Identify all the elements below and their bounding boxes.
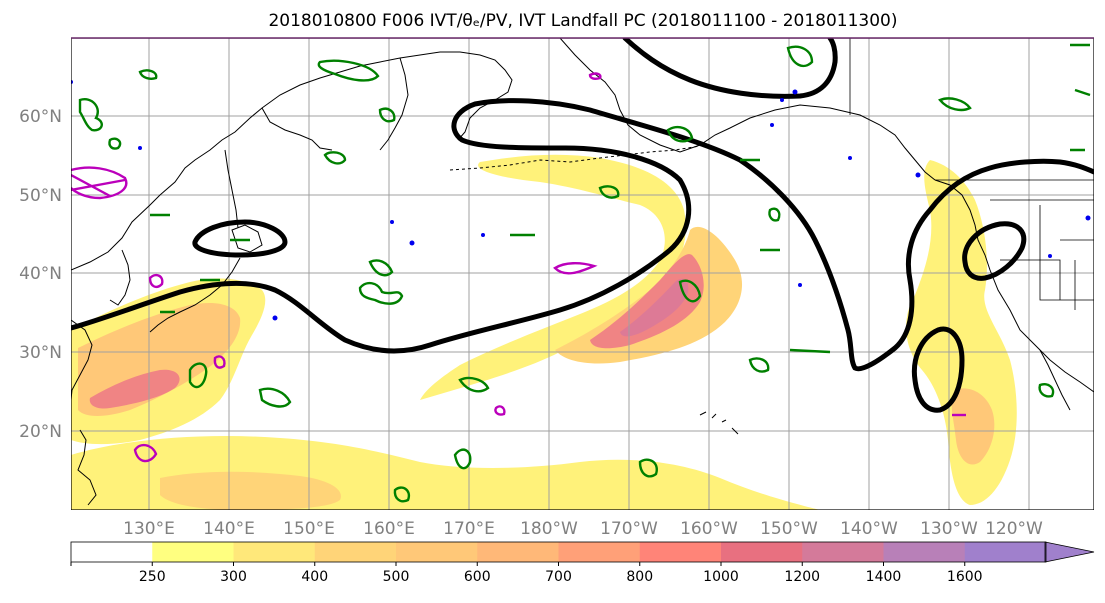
borders: [849, 38, 1094, 310]
ivt-region-coast-core: [951, 388, 995, 465]
colorbar-tick-label: 800: [626, 569, 653, 585]
ivt-region-ar-core: [590, 254, 704, 349]
colorbar-segment: [233, 542, 316, 562]
colorbar-tick-label: 700: [545, 569, 572, 585]
colorbar-segment: [477, 542, 559, 562]
ivt-region-japan-max: [89, 369, 180, 409]
colorbar-segment: [396, 542, 478, 562]
coast-asia: [71, 51, 513, 271]
colorbar-tick-label: 600: [464, 569, 491, 585]
lat-label-20: 20°N: [19, 422, 62, 442]
lat-label-40: 40°N: [19, 264, 62, 284]
ivt-region-south-core: [160, 471, 341, 510]
colorbar-segment: [964, 542, 1047, 562]
coast-hawaii: [699, 411, 739, 435]
lat-label-60: 60°N: [19, 107, 62, 127]
coast-korea: [109, 249, 131, 306]
colorbar-ticks: 250 300 400 500 600 700 800 1000 1200 1400 1600: [70, 562, 983, 585]
lat-label-30: 30°N: [19, 343, 62, 363]
coast-alaska: [559, 38, 936, 181]
coast-taiwan-phil: [77, 429, 97, 506]
lon-label-160e: 160°E: [363, 519, 415, 539]
lon-label-140e: 140°E: [203, 519, 255, 539]
colorbar-segment: [152, 542, 234, 562]
coastlines: [71, 38, 1094, 506]
coast-baja: [1039, 349, 1071, 411]
coast-sakhalin: [224, 149, 239, 229]
colorbar-segment: [802, 542, 884, 562]
colorbar-tick-label: 1400: [866, 569, 902, 585]
longitude-labels: 130°E 140°E 150°E 160°E 170°E 180°W 170°…: [123, 519, 1043, 539]
colorbar-tick-label: 1200: [784, 569, 820, 585]
colorbar-segment: [71, 542, 153, 562]
latitude-labels: 60°N 50°N 40°N 30°N 20°N: [19, 107, 62, 442]
lon-label-180w: 180°W: [520, 519, 578, 539]
colorbar-extend-arrow: [1044, 541, 1095, 563]
colorbar-tick-label: 1600: [947, 569, 983, 585]
coast-china: [71, 319, 93, 401]
pv-contours: [71, 38, 1094, 413]
colorbar-tick-label: 500: [383, 569, 410, 585]
lon-label-150w: 150°W: [760, 519, 818, 539]
lon-label-130w: 130°W: [920, 519, 978, 539]
lon-label-130e: 130°E: [123, 519, 175, 539]
graticule: [71, 38, 1094, 510]
blue-contours: [71, 80, 1091, 321]
colorbar-segment: [639, 542, 722, 562]
lon-label-160w: 160°W: [680, 519, 738, 539]
coast-na-west: [934, 179, 1094, 393]
colorbar-tick-label: 1000: [703, 569, 739, 585]
magenta-contours: [71, 72, 966, 463]
coast-honshu: [149, 257, 241, 333]
pv-contour-offshore-loop: [911, 326, 965, 413]
ivt-region-ar: [420, 154, 686, 400]
colorbar-tick-label: 400: [301, 569, 328, 585]
pv-contour-na-loop: [962, 221, 1027, 281]
pv-contour-japan-loop: [192, 219, 288, 258]
lat-label-50: 50°N: [19, 186, 62, 206]
lon-label-170w: 170°W: [600, 519, 658, 539]
ivt-region-ar-max: [620, 278, 689, 337]
theta-contours: [78, 43, 1091, 503]
ivt-shading: [71, 154, 1017, 510]
colorbar-segments: [71, 542, 1047, 562]
coast-okhotsk: [261, 107, 333, 151]
map-panel: [71, 38, 1094, 510]
lon-label-170e: 170°E: [443, 519, 495, 539]
colorbar: 250 300 400 500 600 700 800 1000 1200 1400 1600: [70, 541, 1095, 585]
colorbar-segment: [314, 542, 397, 562]
pv-contour-main: [71, 98, 1094, 372]
lon-label-120w: 120°W: [985, 519, 1043, 539]
pv-contour-north: [622, 38, 838, 99]
colorbar-segment: [558, 542, 641, 562]
colorbar-segment: [721, 542, 803, 562]
lon-label-150e: 150°E: [283, 519, 335, 539]
colorbar-segment: [883, 542, 966, 562]
lon-label-140w: 140°W: [840, 519, 898, 539]
coast-hokkaido: [231, 224, 263, 253]
colorbar-tick-label: 250: [139, 569, 166, 585]
figure-title: 2018010800 F006 IVT/θₑ/PV, IVT Landfall …: [268, 11, 897, 31]
colorbar-tick-label: 300: [220, 569, 247, 585]
coast-kamchatka: [379, 57, 409, 151]
